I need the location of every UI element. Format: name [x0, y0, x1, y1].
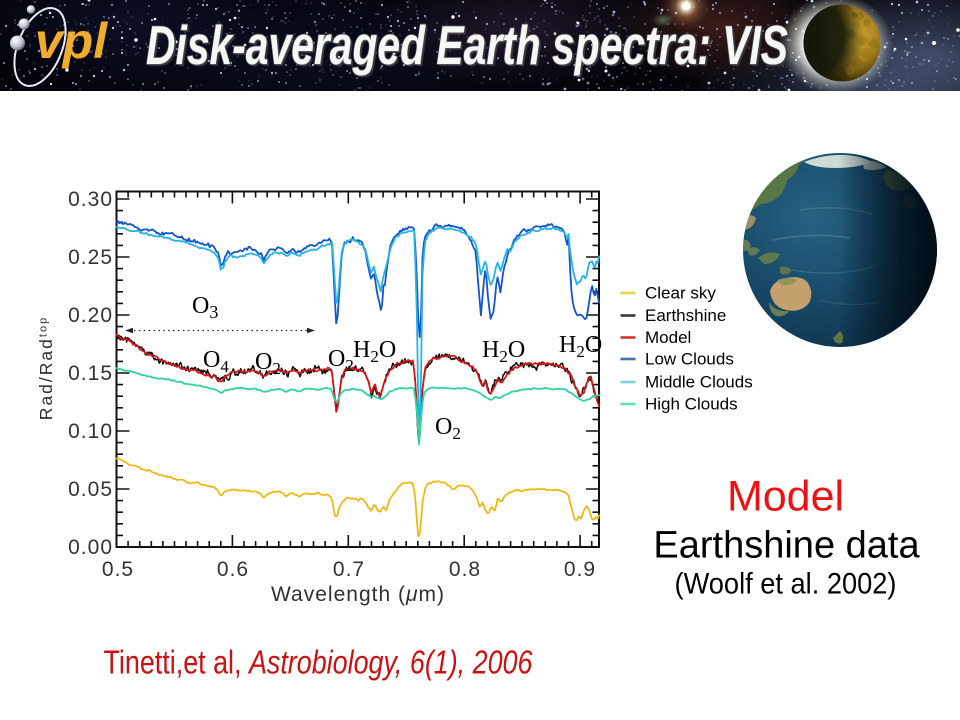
svg-text:High Clouds: High Clouds [645, 395, 738, 414]
svg-text:0.9: 0.9 [564, 558, 596, 581]
svg-text:O2: O2 [328, 346, 354, 375]
svg-text:H2O: H2O [353, 337, 396, 366]
svg-text:Tinetti,et al, Astrobiology, 6: Tinetti,et al, Astrobiology, 6(1), 2006 [104, 645, 533, 681]
svg-text:0.25: 0.25 [68, 246, 113, 269]
svg-text:O2: O2 [255, 349, 281, 378]
svg-text:0.7: 0.7 [333, 558, 365, 581]
svg-text:Earthshine: Earthshine [645, 306, 726, 325]
svg-text:0.00: 0.00 [68, 536, 113, 559]
svg-text:H2O: H2O [559, 332, 602, 361]
svg-text:0.10: 0.10 [68, 420, 113, 443]
svg-text:0.15: 0.15 [68, 362, 113, 385]
svg-text:0.5: 0.5 [102, 558, 134, 581]
svg-text:O2: O2 [435, 414, 461, 443]
svg-text:0.6: 0.6 [217, 558, 249, 581]
svg-text:O4: O4 [203, 347, 229, 376]
svg-text:Earthshine data: Earthshine data [653, 525, 920, 567]
svg-text:0.05: 0.05 [68, 478, 113, 501]
svg-text:vpl: vpl [35, 13, 108, 69]
svg-text:Rad/Radtop: Rad/Radtop [36, 316, 56, 420]
svg-text:H2O: H2O [482, 337, 525, 366]
svg-text:Wavelength (μm): Wavelength (μm) [271, 583, 445, 606]
svg-text:Middle Clouds: Middle Clouds [645, 373, 753, 392]
svg-text:O3: O3 [192, 293, 218, 322]
svg-text:0.30: 0.30 [68, 188, 113, 211]
svg-text:Model: Model [727, 473, 844, 521]
svg-text:0.8: 0.8 [449, 558, 481, 581]
svg-text:Disk-averaged Earth spectra: V: Disk-averaged Earth spectra: VIS [148, 16, 790, 78]
svg-text:0.20: 0.20 [68, 304, 113, 327]
svg-text:(Woolf et al. 2002): (Woolf et al. 2002) [675, 568, 897, 601]
svg-text:Model: Model [645, 328, 691, 347]
svg-text:Disk-averaged Earth spectra: V: Disk-averaged Earth spectra: VIS [146, 14, 788, 76]
svg-text:Low Clouds: Low Clouds [645, 350, 734, 369]
svg-text:Clear sky: Clear sky [645, 284, 716, 303]
